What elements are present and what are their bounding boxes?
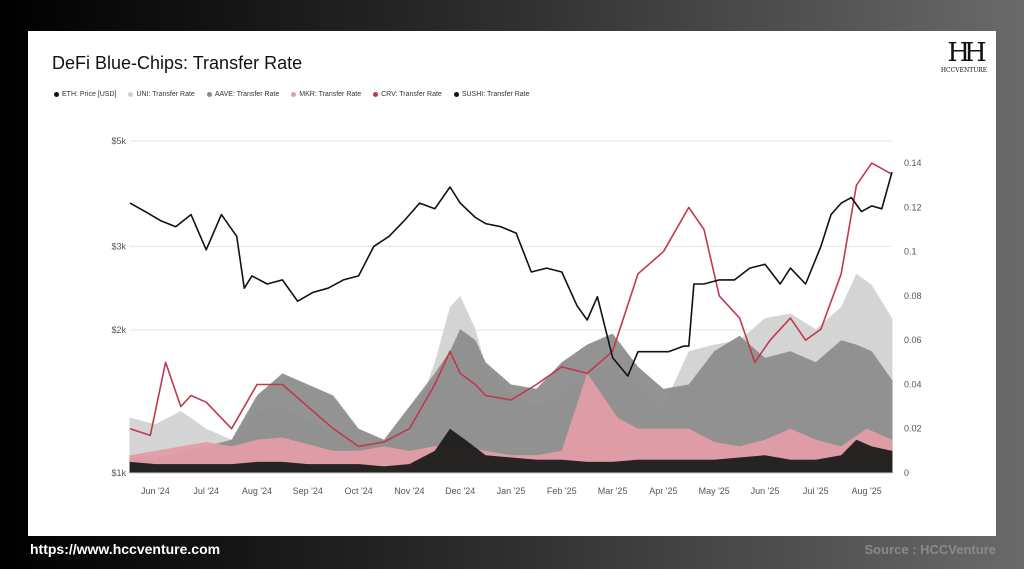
x-tick-label: Aug '25 (851, 486, 881, 496)
y-right-tick-label: 0.1 (904, 247, 917, 257)
brand-logo: HH HCCVENTURE (940, 39, 988, 85)
legend-label: SUSHI: Transfer Rate (461, 91, 530, 98)
legend-label: CRV: Transfer Rate (381, 91, 442, 98)
x-tick-label: Sep '24 (293, 486, 323, 496)
legend-dot-icon (206, 92, 212, 97)
y-right-tick-label: 0.08 (904, 291, 922, 301)
legend-item[interactable]: ETH: Price [USD] (54, 91, 116, 98)
legend-label: ETH: Price [USD] (62, 91, 117, 98)
y-right-tick-label: 0.04 (904, 379, 922, 389)
legend-dot-icon (128, 92, 134, 97)
x-tick-label: Oct '24 (344, 486, 372, 496)
x-tick-label: Jul '25 (803, 486, 829, 496)
legend-item[interactable]: CRV: Transfer Rate (373, 91, 442, 98)
x-tick-label: Aug '24 (242, 486, 272, 496)
y-right-tick-label: 0.14 (904, 158, 922, 168)
logo-text: HCCVENTURE (940, 67, 988, 74)
x-tick-label: Mar '25 (598, 486, 628, 496)
y-left-tick-label: $5k (111, 136, 126, 146)
legend-label: MKR: Transfer Rate (299, 91, 362, 98)
y-right-tick-label: 0 (904, 468, 909, 478)
eth-series-line (129, 171, 893, 377)
crv-series-line (129, 162, 893, 448)
x-tick-label: Jun '25 (751, 486, 780, 496)
legend-label: UNI: Transfer Rate (136, 91, 195, 98)
chart-title: DeFi Blue-Chips: Transfer Rate (52, 53, 303, 73)
y-left-tick-label: $1k (111, 468, 126, 478)
y-right-tick-label: 0.12 (904, 202, 922, 212)
x-tick-label: Feb '25 (547, 486, 577, 496)
legend-item[interactable]: MKR: Transfer Rate (291, 91, 361, 98)
legend-item[interactable]: AAVE: Transfer Rate (206, 91, 280, 98)
y-left-tick-label: $3k (111, 241, 126, 251)
y-right-tick-label: 0.02 (904, 424, 922, 434)
mkr-series-area (130, 373, 892, 473)
logo-mark-icon: HH (947, 38, 986, 68)
legend-dot-icon (453, 92, 459, 97)
footer-url[interactable]: https://www.hccventure.com (30, 541, 221, 557)
x-tick-label: Nov '24 (394, 486, 424, 496)
legend-dot-icon (373, 92, 379, 97)
x-tick-label: Dec '24 (445, 486, 475, 496)
x-tick-label: Apr '25 (649, 486, 677, 496)
sushi-series-area (130, 428, 892, 473)
legend-dot-icon (291, 92, 297, 97)
x-tick-label: Jun '24 (141, 486, 170, 496)
y-left-tick-label: $2k (111, 325, 126, 335)
x-tick-label: Jul '24 (193, 486, 219, 496)
x-tick-label: Jan '25 (497, 486, 526, 496)
x-tick-label: May '25 (699, 486, 730, 496)
legend-label: AAVE: Transfer Rate (214, 91, 280, 98)
legend-dot-icon (54, 92, 59, 97)
legend-item[interactable]: UNI: Transfer Rate (128, 91, 195, 98)
legend-item[interactable]: SUSHI: Transfer Rate (453, 91, 530, 98)
footer-source: Source : HCCVenture (864, 542, 996, 557)
chart-legend: ETH: Price [USD] UNI: Transfer Rate AAVE: … (54, 91, 530, 98)
y-right-tick-label: 0.06 (904, 335, 922, 345)
